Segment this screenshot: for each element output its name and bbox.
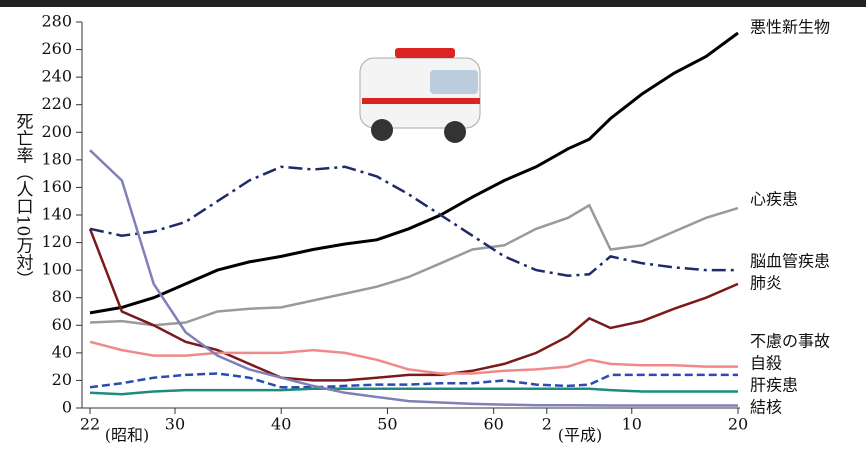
x-tick-label: 22: [80, 415, 100, 434]
x-tick-label: 60: [483, 415, 503, 434]
x-tick-label: 40: [271, 415, 291, 434]
y-tick-label: 200: [41, 122, 72, 141]
series-label: 結核: [750, 398, 782, 417]
y-tick-label: 120: [41, 232, 72, 251]
series-label: 心疾患: [750, 190, 798, 209]
series-line: [90, 205, 738, 325]
series-line: [90, 150, 738, 405]
series-line: [90, 167, 738, 276]
y-tick-label: 280: [41, 12, 72, 31]
y-tick-label: 40: [52, 342, 72, 361]
era-label: (昭和): [105, 426, 150, 445]
top-bar: [0, 0, 866, 7]
x-tick-label: 30: [165, 415, 185, 434]
y-tick-label: 180: [41, 149, 72, 168]
y-tick-label: 20: [52, 370, 72, 389]
ambulance-icon: [360, 48, 480, 143]
series-line: [90, 342, 738, 374]
y-tick-label: 260: [41, 39, 72, 58]
x-tick-label: 20: [728, 415, 748, 434]
x-tick-label: 10: [622, 415, 642, 434]
x-tick-label: 50: [377, 415, 397, 434]
x-tick-label: 2: [542, 415, 552, 434]
era-label: (平成): [558, 426, 603, 445]
y-tick-label: 240: [41, 67, 72, 86]
y-tick-label: 100: [41, 260, 72, 279]
y-tick-label: 0: [62, 398, 72, 417]
series-label: 肺炎: [750, 274, 782, 293]
series-label: 悪性新生物: [750, 18, 830, 37]
series-label: 自殺: [750, 354, 782, 373]
y-tick-label: 80: [52, 287, 72, 306]
y-tick-label: 220: [41, 94, 72, 113]
series-label: 肝疾患: [750, 376, 798, 395]
page: 死亡率（人口10万対） (昭和) (平成) 0 20 40 60 80 100 120 140…: [0, 0, 866, 455]
series-line: [90, 389, 738, 395]
series-line: [90, 229, 738, 381]
y-tick-label: 160: [41, 177, 72, 196]
chart: 死亡率（人口10万対） (昭和) (平成) 0 20 40 60 80 100 120 140…: [0, 0, 866, 455]
y-axis-label: 死亡率（人口10万対）: [13, 113, 34, 288]
y-tick-label: 140: [41, 205, 72, 224]
series-label: 不慮の事故: [750, 332, 830, 351]
y-tick-label: 60: [52, 315, 72, 334]
series-label: 脳血管疾患: [750, 252, 830, 271]
